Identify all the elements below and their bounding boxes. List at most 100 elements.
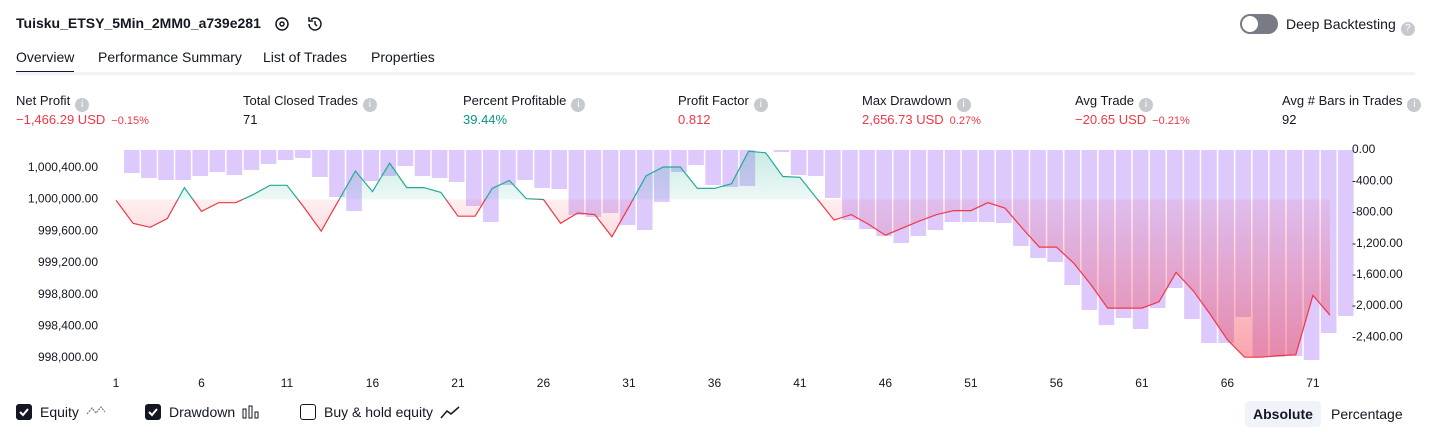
settings-icon[interactable] — [272, 14, 292, 34]
legend-icon — [86, 406, 106, 415]
metric-label: Total Closed Trades i — [243, 93, 377, 112]
legend-label: Buy & hold equity — [324, 404, 433, 420]
deep-backtesting-toggle[interactable] — [1240, 14, 1278, 34]
y-tick-label: 1,000,000.00 — [28, 192, 98, 206]
metric-name: Avg Trade — [1075, 93, 1135, 108]
y2-tick-label: -400.00 — [1352, 173, 1393, 187]
separator — [16, 72, 1415, 75]
drawdown-bar — [465, 150, 482, 207]
metric-value: 2,656.73 USD 0.27% — [862, 112, 981, 127]
x-tick-label: 66 — [1221, 376, 1235, 390]
drawdown-bar — [1338, 150, 1354, 317]
x-tick-label: 46 — [879, 376, 893, 390]
drawdown-bar — [517, 150, 533, 181]
drawdown-bar — [209, 150, 226, 172]
metric-name: Net Profit — [16, 93, 71, 108]
drawdown-bar — [961, 150, 978, 223]
x-tick-label: 61 — [1135, 376, 1149, 390]
drawdown-bar — [825, 150, 841, 198]
legend-label: Drawdown — [169, 404, 236, 420]
tab[interactable]: List of Trades — [263, 49, 348, 65]
info-icon[interactable]: i — [1407, 98, 1422, 112]
drawdown-bar — [243, 150, 260, 170]
metric-value: 71 — [243, 112, 257, 127]
metric-label: Max Drawdown i — [862, 93, 971, 112]
x-tick-label: 36 — [708, 376, 722, 390]
info-icon[interactable]: i — [956, 98, 971, 112]
info-icon[interactable]: i — [753, 98, 768, 112]
replay-icon[interactable] — [305, 14, 325, 34]
drawdown-bar — [602, 150, 619, 214]
drawdown-bar — [226, 150, 243, 176]
toggle-text: Deep Backtesting — [1286, 16, 1396, 32]
legend-item[interactable]: Equity — [16, 404, 107, 420]
metric-label: Avg # Bars in Trades i — [1282, 93, 1422, 112]
y-tick-label: 998,000.00 — [38, 350, 98, 364]
equity-chart: 998,000.00 998,400.00 998,800.00 999,200.00… — [28, 142, 1403, 390]
drawdown-bar — [312, 150, 328, 177]
legend-icon — [440, 406, 460, 419]
strategy-title: Tuisku_ETSY_5Min_2MM0_a739e281 — [16, 15, 261, 31]
metric-value: 0.812 — [678, 112, 711, 127]
y-tick-label: 998,400.00 — [38, 318, 98, 332]
x-tick-label: 11 — [281, 376, 294, 390]
legend-item[interactable]: Buy & hold equity — [300, 404, 461, 420]
metric-name: Percent Profitable — [463, 93, 567, 108]
info-icon[interactable]: i — [75, 98, 90, 112]
metric-extra: 0.27% — [949, 115, 981, 127]
drawdown-bar — [688, 150, 704, 165]
metric-name: Total Closed Trades — [243, 93, 358, 108]
x-tick-label: 16 — [366, 376, 380, 390]
help-icon[interactable]: ? — [1400, 22, 1415, 36]
drawdown-bar — [978, 150, 995, 223]
equity-area — [116, 151, 1330, 358]
metric-extra: −0.21% — [1152, 115, 1190, 127]
metric-value: −20.65 USD −0.21% — [1075, 112, 1190, 127]
info-icon[interactable]: i — [362, 98, 377, 112]
drawdown-bar — [807, 150, 824, 176]
metric-name: Profit Factor — [678, 93, 749, 108]
drawdown-bar — [192, 150, 208, 176]
drawdown-bar — [397, 150, 414, 166]
drawdown-bar — [927, 150, 944, 231]
drawdown-bar — [363, 150, 379, 181]
drawdown-bar — [260, 150, 277, 164]
drawdown-bar — [790, 150, 807, 176]
metric-number: 71 — [243, 112, 258, 127]
legend-item[interactable]: Drawdown — [145, 404, 263, 420]
tab[interactable]: Properties — [371, 49, 435, 65]
y2-tick-label: -1,600.00 — [1352, 267, 1403, 281]
scale-button[interactable]: Percentage — [1331, 406, 1403, 422]
drawdown-bar — [175, 150, 191, 181]
x-tick-label: 21 — [451, 376, 465, 390]
drawdown-bar — [141, 150, 157, 179]
y2-tick-label: -2,400.00 — [1352, 329, 1403, 343]
metric-label: Avg Trade i — [1075, 93, 1154, 112]
y2-tick-label: -1,200.00 — [1352, 236, 1403, 250]
drawdown-bar — [124, 150, 140, 174]
drawdown-bar — [483, 150, 499, 223]
x-tick-label: 1 — [113, 376, 120, 390]
tab[interactable]: Performance Summary — [98, 49, 242, 65]
checkbox[interactable] — [145, 404, 161, 420]
checkbox[interactable] — [300, 404, 316, 420]
x-tick-label: 41 — [793, 376, 807, 390]
drawdown-bar — [448, 150, 465, 182]
info-icon[interactable]: i — [571, 98, 586, 112]
metric-name: Avg # Bars in Trades — [1282, 93, 1403, 108]
drawdown-bar — [294, 150, 311, 159]
drawdown-bar — [534, 150, 550, 188]
metric-number: 2,656.73 USD — [862, 112, 944, 127]
drawdown-bar — [551, 150, 568, 190]
y2-tick-label: 0.00 — [1352, 142, 1376, 156]
checkbox[interactable] — [16, 404, 32, 420]
scale-button[interactable]: Absolute — [1245, 401, 1321, 427]
y-tick-label: 998,800.00 — [38, 287, 98, 301]
metric-value: −1,466.29 USD −0.15% — [16, 112, 149, 127]
y2-tick-label: -2,000.00 — [1352, 298, 1403, 312]
metric-label: Percent Profitable i — [463, 93, 586, 112]
legend-label: Equity — [40, 404, 79, 420]
info-icon[interactable]: i — [1139, 98, 1154, 112]
metric-number: −20.65 USD — [1075, 112, 1147, 127]
